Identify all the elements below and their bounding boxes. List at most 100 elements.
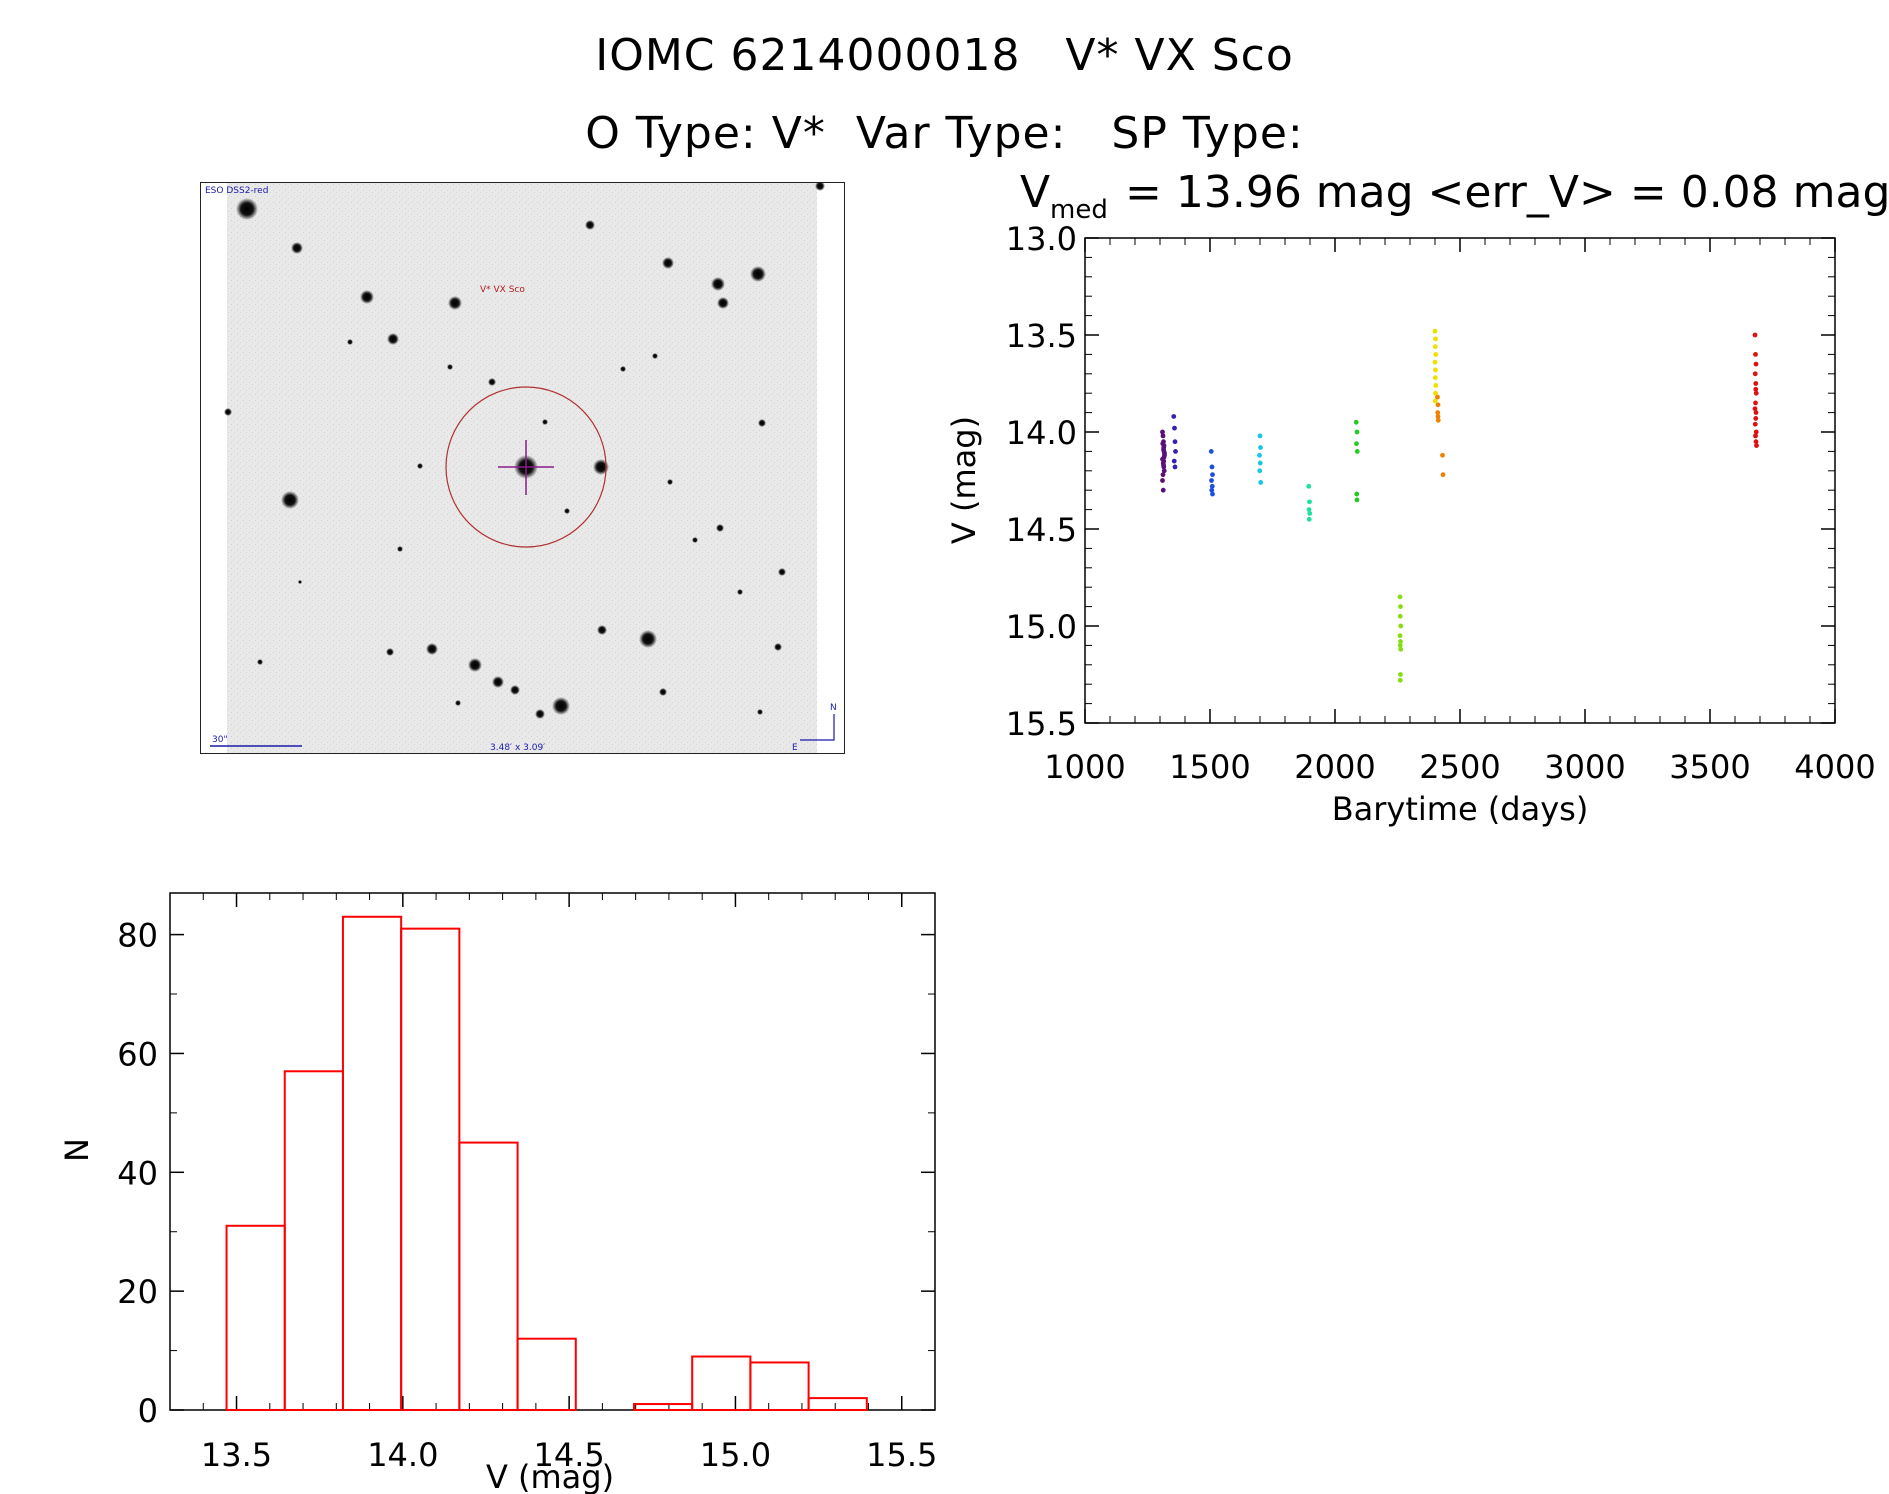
data-point (1354, 497, 1360, 503)
y-tick-label: 14.0 (1006, 414, 1077, 452)
compass-arrows (800, 714, 835, 741)
star (298, 580, 302, 584)
light-curve-points (1160, 328, 1759, 683)
star (716, 524, 724, 532)
data-point (1432, 359, 1438, 365)
light-curve-ylabel: V (mag) (945, 416, 983, 544)
star (488, 378, 496, 386)
data-point (1257, 452, 1262, 458)
data-point (1397, 594, 1403, 600)
data-point (1306, 507, 1312, 512)
data-point (1173, 449, 1178, 454)
x-tick-label: 15.0 (700, 1436, 771, 1474)
star (597, 625, 607, 635)
data-point (1258, 480, 1264, 485)
data-point (1433, 367, 1438, 373)
data-point (1753, 390, 1759, 396)
y-tick-label: 20 (117, 1273, 158, 1311)
data-point (1209, 464, 1215, 470)
data-point (1258, 445, 1263, 450)
star (815, 182, 825, 191)
data-point (1257, 468, 1263, 474)
data-point (1753, 386, 1759, 392)
data-point (1753, 433, 1758, 439)
data-point (1307, 511, 1313, 516)
star (426, 643, 438, 655)
star (542, 419, 548, 425)
data-point (1160, 429, 1165, 435)
finder-chart-image: ESO DSS2-red V* VX Sco 30" 3.48′ x 3.09′… (200, 182, 845, 754)
star (417, 463, 423, 469)
data-point (1209, 478, 1214, 483)
data-point (1398, 639, 1403, 644)
data-point (1172, 464, 1178, 470)
data-point (1435, 402, 1441, 408)
data-point (1753, 410, 1759, 415)
light-curve-title: = 13.96 mag <err_V> = 0.08 mag (1125, 167, 1889, 218)
histogram-xlabel: V (mag) (486, 1458, 614, 1494)
data-point (1161, 447, 1166, 452)
data-point (1432, 375, 1438, 381)
light-curve-title-sub: med (1050, 195, 1108, 225)
data-point (1306, 516, 1312, 522)
data-point (1398, 672, 1403, 677)
var-type-label: Var Type: (855, 108, 1067, 159)
star (387, 333, 399, 345)
x-tick-label: 15.5 (866, 1436, 937, 1474)
data-point (1160, 487, 1166, 493)
data-point (1753, 416, 1759, 421)
data-point (1433, 352, 1439, 357)
light-curve-axes: 1000 1500 2000 2500 3000 3500 4000 13.0 13.5 14.0… (1006, 220, 1876, 786)
data-point (1397, 677, 1403, 683)
data-point (1257, 433, 1263, 439)
star (620, 366, 626, 372)
x-tick-label: 13.5 (201, 1436, 272, 1474)
star (778, 568, 786, 576)
data-point (1210, 491, 1215, 497)
data-point (1753, 429, 1759, 435)
star (257, 659, 263, 665)
data-point (1209, 483, 1215, 489)
star (492, 676, 504, 688)
data-point (1433, 336, 1438, 342)
histogram-bars (225, 915, 868, 1412)
data-point (1753, 352, 1758, 357)
data-point (1753, 439, 1759, 445)
star (510, 685, 520, 695)
data-point (1435, 414, 1441, 419)
y-tick-label: 40 (117, 1154, 158, 1192)
star (552, 697, 570, 715)
star (757, 709, 763, 715)
star (564, 508, 570, 514)
data-point (1432, 328, 1438, 334)
histogram-bar (807, 1397, 868, 1412)
histogram-bar (400, 927, 461, 1411)
star (737, 589, 743, 595)
histogram-axes: 13.5 14.0 14.5 15.0 15.5 0 20 40 60 80 (117, 893, 937, 1474)
compass-north-label: N (830, 703, 837, 713)
star (711, 277, 725, 291)
star (468, 658, 482, 672)
data-point (1397, 633, 1403, 639)
histogram-bar (691, 1355, 752, 1411)
data-point (1753, 400, 1758, 406)
x-tick-label: 3500 (1669, 748, 1750, 786)
star (455, 700, 461, 706)
o-type-label: O Type: V* (585, 108, 826, 159)
y-tick-label: 80 (117, 917, 158, 955)
star (652, 353, 658, 359)
survey-label: ESO DSS2-red (205, 186, 268, 196)
histogram-bar (632, 1403, 694, 1412)
y-tick-label: 13.0 (1006, 220, 1077, 258)
data-point (1161, 458, 1167, 464)
data-point (1210, 472, 1215, 478)
data-point (1161, 462, 1166, 468)
y-tick-label: 60 (117, 1035, 158, 1073)
data-point (1162, 450, 1167, 456)
data-point (1435, 410, 1441, 415)
histogram-bar (516, 1337, 577, 1412)
x-tick-label: 2500 (1419, 748, 1500, 786)
y-tick-label: 14.5 (1006, 511, 1077, 549)
star (659, 688, 667, 696)
